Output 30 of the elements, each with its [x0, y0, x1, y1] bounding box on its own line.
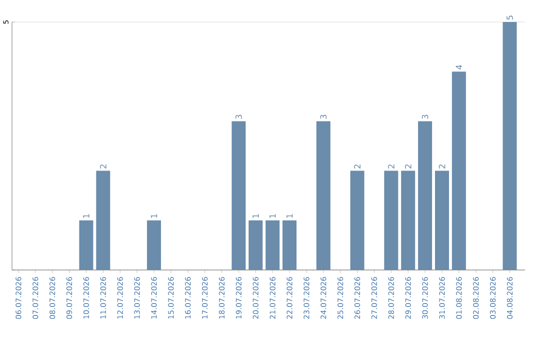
bar [282, 220, 297, 270]
bar [452, 72, 466, 270]
data-label: 1 [286, 214, 293, 218]
bar [232, 121, 246, 270]
data-label: 1 [269, 214, 276, 218]
bar [434, 170, 449, 270]
data-label: 2 [388, 164, 394, 168]
data-label: 1 [150, 214, 158, 218]
data-label: 3 [320, 114, 327, 119]
bar [96, 170, 110, 270]
bar [266, 220, 280, 270]
bar [401, 170, 416, 270]
bar [502, 22, 517, 270]
data-label: 3 [422, 114, 428, 119]
data-label: 2 [438, 164, 446, 168]
data-label: 5 [506, 16, 513, 20]
bar [384, 170, 398, 270]
bar [418, 121, 432, 270]
data-label: 2 [100, 164, 106, 168]
bar [79, 220, 94, 270]
data-label: 1 [252, 214, 259, 218]
data-label: 3 [235, 114, 242, 119]
bar [316, 121, 330, 270]
data-label: 4 [456, 64, 462, 70]
bar [248, 220, 263, 270]
data-label: 2 [354, 164, 360, 168]
data-label: 1 [83, 214, 90, 218]
bar [146, 220, 161, 270]
bar [350, 170, 364, 270]
data-label: 2 [404, 164, 412, 168]
